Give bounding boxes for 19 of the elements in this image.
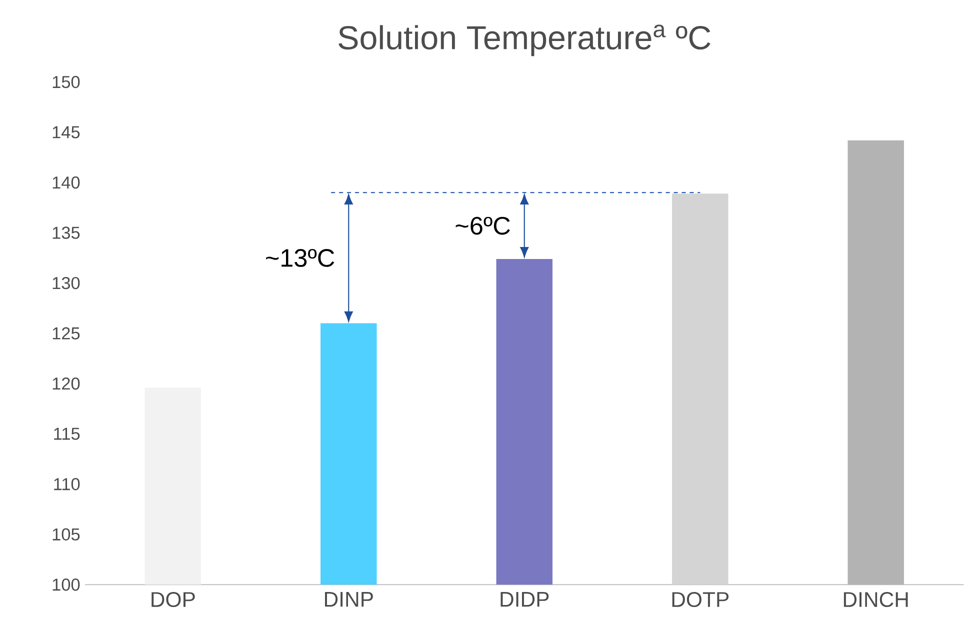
x-tick-label: DIDP [500, 592, 549, 607]
y-tick-label: 130 [52, 277, 80, 290]
y-tick-label: 120 [52, 378, 80, 390]
x-tick-label: DINCH [844, 592, 908, 608]
y-tick-label: 140 [52, 176, 80, 189]
y-tick-label: 145 [52, 126, 80, 138]
annotation: ~13ºC [266, 249, 334, 267]
x-tick-label: DOTP [672, 592, 729, 608]
y-tick-label: 100 [52, 578, 80, 591]
x-tick-label: DOP [152, 592, 195, 608]
annotation: ~6ºC [456, 216, 510, 235]
y-tick-label: 135 [52, 226, 80, 239]
y-tick-label: 115 [54, 428, 80, 440]
x-tick-label: DINP [325, 592, 373, 607]
y-tick-label: 125 [52, 327, 80, 340]
y-tick-label: 105 [52, 528, 80, 541]
y-tick-label: 110 [54, 478, 80, 490]
chart-title: Solution Temperature$^{a}$ ºC [338, 24, 710, 56]
y-tick-label: 150 [52, 76, 80, 88]
